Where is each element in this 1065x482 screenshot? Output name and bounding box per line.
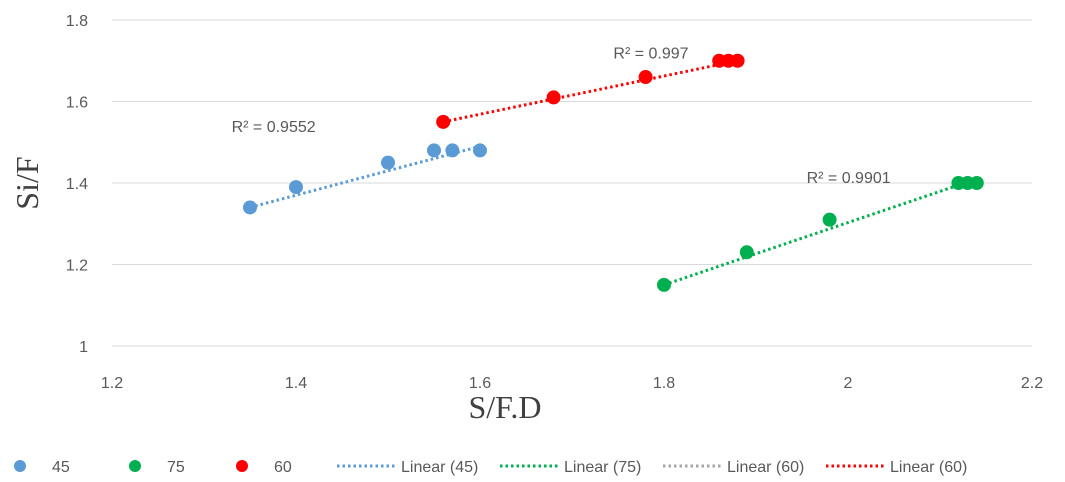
r2-label-60: R² = 0.997 bbox=[613, 46, 688, 63]
point-series-45 bbox=[473, 143, 487, 158]
point-series-60 bbox=[546, 90, 561, 105]
x-tick-label: 1.6 bbox=[469, 375, 491, 392]
trendlines bbox=[249, 59, 978, 287]
point-series-45 bbox=[445, 143, 460, 158]
point-series-45 bbox=[381, 155, 395, 170]
legend-marker-60 bbox=[236, 460, 248, 472]
r2-label-45: R² = 0.9552 bbox=[232, 119, 316, 136]
legend-label: Linear (75) bbox=[564, 459, 641, 476]
axes: S/F.D Si/F 1 1.2 1.4 1.6 1.8 1.2 1.4 1.6 1.8 2 2.2 bbox=[9, 13, 1043, 425]
y-tick-label: 1.6 bbox=[66, 95, 88, 112]
legend-label: 60 bbox=[274, 459, 292, 476]
legend-marker-75 bbox=[129, 460, 141, 472]
point-series-60 bbox=[730, 53, 745, 68]
point-series-75 bbox=[822, 212, 837, 227]
data-points bbox=[243, 53, 984, 292]
y-tick-label: 1 bbox=[79, 339, 88, 356]
legend-marker-45 bbox=[14, 460, 26, 472]
y-tick-label: 1.8 bbox=[66, 13, 88, 30]
x-tick-label: 2.2 bbox=[1021, 375, 1043, 392]
gridlines bbox=[112, 19, 1032, 347]
legend-label: 45 bbox=[52, 459, 70, 476]
y-tick-label: 1.2 bbox=[66, 258, 88, 275]
point-series-75 bbox=[739, 245, 754, 260]
point-series-60 bbox=[436, 114, 451, 129]
x-tick-label: 2 bbox=[844, 375, 853, 392]
x-axis-title: S/F.D bbox=[468, 389, 541, 425]
x-tick-label: 1.8 bbox=[653, 375, 675, 392]
point-series-45 bbox=[427, 143, 441, 158]
legend-label: 75 bbox=[167, 459, 185, 476]
r2-label-75: R² = 0.9901 bbox=[807, 170, 891, 187]
legend-label: Linear (45) bbox=[401, 459, 478, 476]
legend-label: Linear (60) bbox=[890, 459, 967, 476]
point-series-45 bbox=[289, 180, 303, 195]
trendline-60 bbox=[442, 59, 738, 124]
legend-label: Linear (60) bbox=[727, 459, 804, 476]
y-axis-title: Si/F bbox=[9, 156, 45, 209]
trendline-45 bbox=[249, 144, 481, 209]
y-tick-label: 1.4 bbox=[66, 176, 88, 193]
trendline-75 bbox=[663, 177, 978, 287]
x-tick-label: 1.4 bbox=[285, 375, 307, 392]
point-series-75 bbox=[969, 176, 984, 190]
x-tick-label: 1.2 bbox=[101, 375, 123, 392]
point-series-45 bbox=[243, 200, 257, 215]
point-series-75 bbox=[657, 277, 671, 292]
legend: 45 75 60 Linear (45) Linear (75) Linear (60) L… bbox=[14, 459, 967, 476]
point-series-60 bbox=[638, 70, 653, 85]
r2-labels: R² = 0.9552 R² = 0.9901 R² = 0.997 bbox=[232, 46, 891, 187]
